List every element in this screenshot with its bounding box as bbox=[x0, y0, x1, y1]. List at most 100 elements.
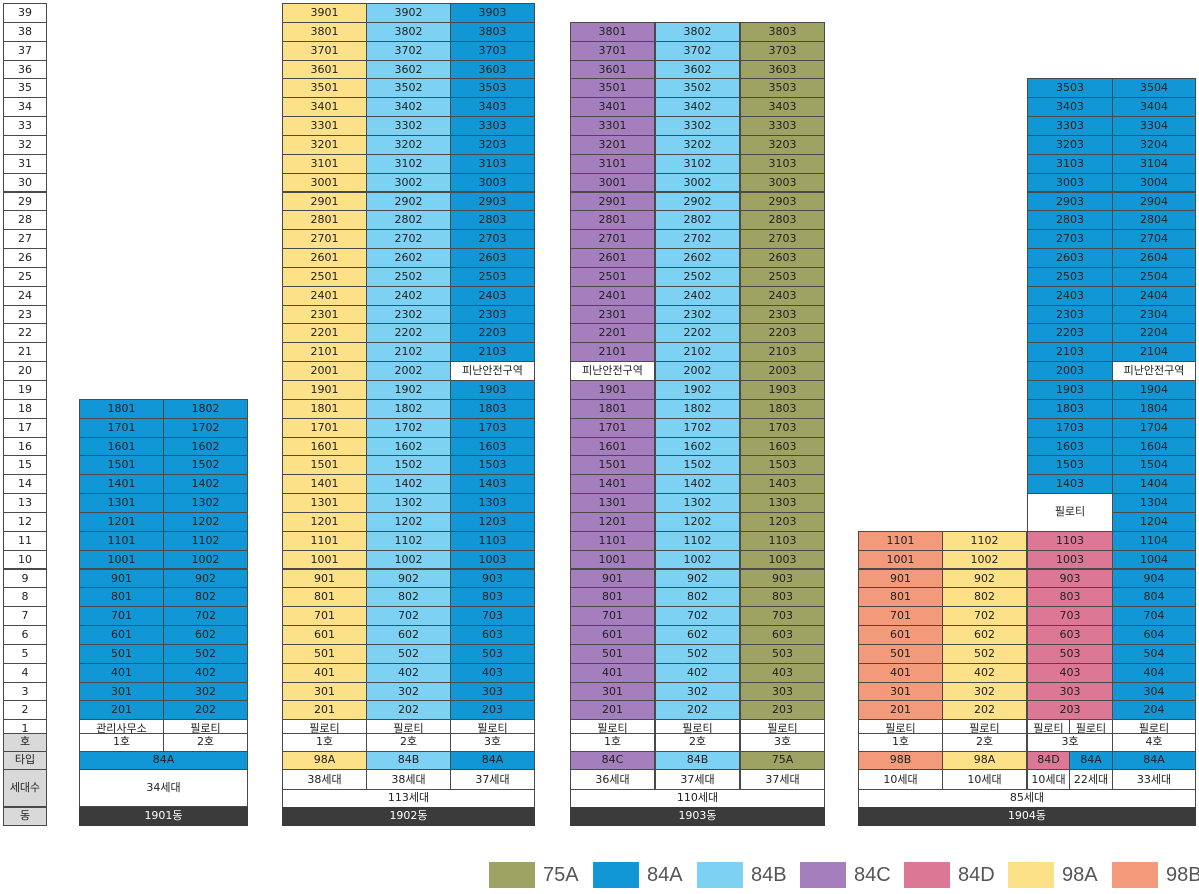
unit-cell: 2303 bbox=[450, 304, 535, 325]
unit-cell: 3104 bbox=[1112, 153, 1196, 174]
unit-cell: 501 bbox=[79, 643, 164, 664]
type-cell: 84A bbox=[1069, 751, 1113, 770]
floor-label: 10 bbox=[3, 549, 47, 570]
unit-cell: 3602 bbox=[655, 59, 740, 80]
unit-cell: 1301 bbox=[570, 493, 655, 513]
unit-cell: 3703 bbox=[450, 40, 535, 61]
unit-cell: 3103 bbox=[740, 153, 825, 174]
unit-cell: 2001 bbox=[282, 361, 367, 381]
unit-cell: 801 bbox=[570, 587, 655, 608]
unit-cell: 2703 bbox=[450, 229, 535, 250]
unit-cell: 401 bbox=[79, 662, 164, 683]
unit-cell: 3402 bbox=[366, 97, 451, 118]
unit-cell: 802 bbox=[366, 587, 451, 608]
unit-cell: 3603 bbox=[450, 59, 535, 80]
unit-cell: 1601 bbox=[570, 436, 655, 457]
unit-cell: 3503 bbox=[1027, 78, 1113, 99]
unit-cell: 2204 bbox=[1112, 323, 1196, 344]
floor-label: 29 bbox=[3, 191, 47, 212]
unit-cell: 702 bbox=[163, 606, 248, 627]
households-cell: 37세대 bbox=[740, 769, 825, 790]
unit-cell: 2201 bbox=[570, 323, 655, 344]
floor-label: 13 bbox=[3, 493, 47, 513]
unit-cell: 203 bbox=[740, 700, 825, 721]
unit-cell: 3001 bbox=[570, 172, 655, 193]
unit-cell: 2601 bbox=[282, 248, 367, 268]
unit-cell: 303 bbox=[1027, 681, 1113, 702]
unit-cell: 3003 bbox=[1027, 172, 1113, 193]
unit-cell: 903 bbox=[1027, 568, 1113, 589]
unit-cell: 2801 bbox=[282, 210, 367, 231]
unit-cell: 1504 bbox=[1112, 455, 1196, 476]
unit-cell: 602 bbox=[366, 625, 451, 645]
unit-cell: 2103 bbox=[740, 342, 825, 363]
unit-cell: 1802 bbox=[163, 398, 248, 419]
ho-label: 3호 bbox=[740, 733, 825, 752]
unit-cell: 303 bbox=[450, 681, 535, 702]
unit-cell: 902 bbox=[163, 568, 248, 589]
households-cell: 36세대 bbox=[570, 769, 655, 790]
building-header: 동 bbox=[3, 807, 47, 826]
floor-label: 32 bbox=[3, 134, 47, 155]
unit-cell: 3502 bbox=[655, 78, 740, 99]
type-cell: 98B bbox=[858, 751, 943, 770]
type-header: 타입 bbox=[3, 751, 47, 770]
unit-cell: 1501 bbox=[570, 455, 655, 476]
floor-label: 39 bbox=[3, 3, 47, 23]
unit-cell: 2902 bbox=[366, 191, 451, 212]
unit-cell: 2203 bbox=[450, 323, 535, 344]
unit-cell: 3901 bbox=[282, 3, 367, 23]
unit-cell: 702 bbox=[942, 606, 1027, 627]
unit-cell: 1103 bbox=[450, 530, 535, 551]
unit-cell: 1203 bbox=[450, 511, 535, 532]
building-name: 1901동 bbox=[79, 807, 248, 826]
unit-cell: 903 bbox=[450, 568, 535, 589]
unit-cell: 1902 bbox=[655, 380, 740, 400]
unit-cell: 1802 bbox=[366, 398, 451, 419]
unit-cell: 2704 bbox=[1112, 229, 1196, 250]
unit-cell: 1301 bbox=[282, 493, 367, 513]
unit-cell: 2402 bbox=[366, 285, 451, 306]
unit-cell: 202 bbox=[942, 700, 1027, 721]
unit-cell: 503 bbox=[1027, 643, 1113, 664]
unit-cell: 2603 bbox=[450, 248, 535, 268]
unit-cell: 1502 bbox=[655, 455, 740, 476]
unit-cell: 2503 bbox=[1027, 266, 1113, 287]
unit-cell: 1701 bbox=[570, 417, 655, 438]
unit-cell: 501 bbox=[858, 643, 943, 664]
unit-cell: 2903 bbox=[740, 191, 825, 212]
unit-cell: 1904 bbox=[1112, 380, 1196, 400]
unit-cell: 2801 bbox=[570, 210, 655, 231]
legend-label: 98B bbox=[1166, 864, 1199, 886]
refuge-zone: 피난안전구역 bbox=[450, 361, 535, 381]
unit-cell: 3102 bbox=[655, 153, 740, 174]
piloti-cell: 필로티 bbox=[1027, 493, 1113, 532]
unit-cell: 1101 bbox=[282, 530, 367, 551]
legend-label: 98A bbox=[1062, 864, 1098, 886]
floor-label: 3 bbox=[3, 681, 47, 702]
unit-cell: 1701 bbox=[282, 417, 367, 438]
floor-label: 18 bbox=[3, 398, 47, 419]
ho-label: 4호 bbox=[1112, 733, 1196, 752]
unit-cell: 2903 bbox=[450, 191, 535, 212]
unit-cell: 802 bbox=[163, 587, 248, 608]
unit-cell: 1703 bbox=[1027, 417, 1113, 438]
floor-label: 19 bbox=[3, 380, 47, 400]
floor-label: 5 bbox=[3, 643, 47, 664]
unit-cell: 2604 bbox=[1112, 248, 1196, 268]
unit-cell: 704 bbox=[1112, 606, 1196, 627]
unit-cell: 2601 bbox=[570, 248, 655, 268]
unit-cell: 803 bbox=[740, 587, 825, 608]
unit-cell: 502 bbox=[942, 643, 1027, 664]
legend-swatch bbox=[1008, 862, 1054, 888]
unit-cell: 302 bbox=[655, 681, 740, 702]
unit-cell: 1001 bbox=[570, 549, 655, 570]
households-total: 110세대 bbox=[570, 789, 825, 808]
unit-cell: 3303 bbox=[1027, 116, 1113, 136]
unit-cell: 3601 bbox=[282, 59, 367, 80]
unit-cell: 2702 bbox=[366, 229, 451, 250]
ho-label: 2호 bbox=[655, 733, 740, 752]
unit-cell: 1202 bbox=[163, 511, 248, 532]
unit-cell: 3003 bbox=[450, 172, 535, 193]
unit-cell: 601 bbox=[282, 625, 367, 645]
